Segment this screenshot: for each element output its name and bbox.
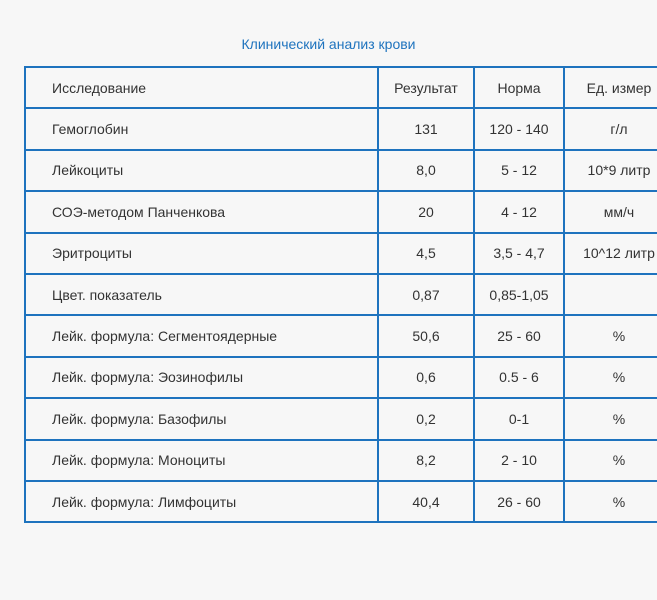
test-name-cell: Лейк. формула: Лимфоциты (24, 479, 379, 524)
unit-cell: % (563, 438, 657, 482)
table-row: Гемоглобин 131 120 - 140 г/л (24, 107, 657, 151)
norm-cell: 25 - 60 (473, 314, 565, 358)
table-row: Лейк. формула: Моноциты 8,2 2 - 10 % (24, 438, 657, 482)
test-name-cell: Лейк. формула: Сегментоядерные (24, 314, 379, 358)
norm-cell: 5 - 12 (473, 148, 565, 193)
table-row: Лейкоциты 8,0 5 - 12 10*9 литр (24, 148, 657, 193)
result-cell: 8,2 (377, 438, 475, 482)
table-header-row: Исследование Результат Норма Ед. измер (24, 65, 657, 110)
result-cell: 0,87 (377, 272, 475, 317)
unit-cell: 10*9 литр (563, 148, 657, 193)
norm-cell: 0,85-1,05 (473, 272, 565, 317)
unit-cell: г/л (563, 107, 657, 151)
test-name-cell: Лейк. формула: Эозинофилы (24, 355, 379, 400)
test-name-cell: СОЭ-методом Панченкова (24, 190, 379, 234)
test-name-cell: Цвет. показатель (24, 272, 379, 317)
norm-cell: 3,5 - 4,7 (473, 231, 565, 275)
column-header-result: Результат (377, 65, 475, 110)
norm-cell: 2 - 10 (473, 438, 565, 482)
unit-cell (563, 272, 657, 317)
result-cell: 0,6 (377, 355, 475, 400)
table-row: Эритроциты 4,5 3,5 - 4,7 10^12 литр (24, 231, 657, 275)
unit-cell: % (563, 314, 657, 358)
blood-test-table: Исследование Результат Норма Ед. измер Г… (24, 65, 657, 524)
norm-cell: 0.5 - 6 (473, 355, 565, 400)
unit-cell: % (563, 479, 657, 524)
table-row: Цвет. показатель 0,87 0,85-1,05 (24, 272, 657, 317)
column-header-norm: Норма (473, 65, 565, 110)
result-cell: 8,0 (377, 148, 475, 193)
column-header-test: Исследование (24, 65, 379, 110)
test-name-cell: Лейкоциты (24, 148, 379, 193)
result-cell: 40,4 (377, 479, 475, 524)
unit-cell: % (563, 355, 657, 400)
table-row: Лейк. формула: Лимфоциты 40,4 26 - 60 % (24, 479, 657, 524)
test-name-cell: Лейк. формула: Базофилы (24, 397, 379, 441)
result-cell: 131 (377, 107, 475, 151)
norm-cell: 120 - 140 (473, 107, 565, 151)
result-cell: 20 (377, 190, 475, 234)
unit-cell: 10^12 литр (563, 231, 657, 275)
table-row: СОЭ-методом Панченкова 20 4 - 12 мм/ч (24, 190, 657, 234)
norm-cell: 26 - 60 (473, 479, 565, 524)
table-row: Лейк. формула: Базофилы 0,2 0-1 % (24, 397, 657, 441)
unit-cell: мм/ч (563, 190, 657, 234)
page-title: Клинический анализ крови (241, 36, 416, 52)
column-header-unit: Ед. измер (563, 65, 657, 110)
test-name-cell: Гемоглобин (24, 107, 379, 151)
test-name-cell: Лейк. формула: Моноциты (24, 438, 379, 482)
unit-cell: % (563, 397, 657, 441)
result-cell: 0,2 (377, 397, 475, 441)
norm-cell: 4 - 12 (473, 190, 565, 234)
result-cell: 50,6 (377, 314, 475, 358)
norm-cell: 0-1 (473, 397, 565, 441)
table-row: Лейк. формула: Сегментоядерные 50,6 25 -… (24, 314, 657, 358)
test-name-cell: Эритроциты (24, 231, 379, 275)
table-row: Лейк. формула: Эозинофилы 0,6 0.5 - 6 % (24, 355, 657, 400)
result-cell: 4,5 (377, 231, 475, 275)
